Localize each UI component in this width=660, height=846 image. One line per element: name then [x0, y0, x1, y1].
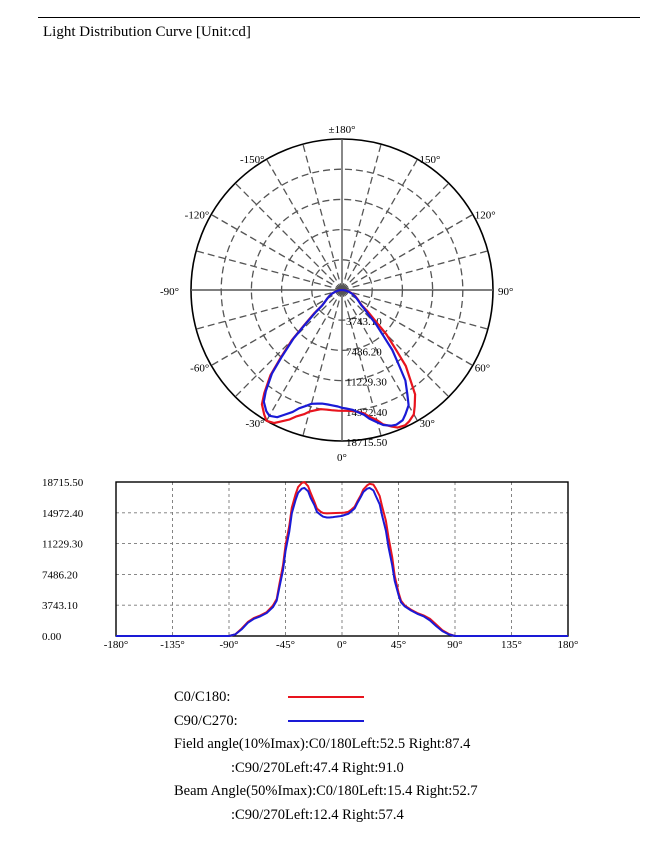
polar-angle-label: ±180°	[329, 124, 356, 136]
polar-spoke	[195, 289, 343, 330]
y-tick-label: 14972.40	[42, 508, 84, 520]
polar-spoke	[341, 213, 474, 291]
polar-spoke	[302, 143, 343, 291]
polar-radial-tick-label: 7486.20	[346, 346, 382, 358]
polar-spoke	[265, 289, 343, 422]
y-tick-label: 11229.30	[42, 539, 83, 551]
polar-spoke	[341, 289, 419, 422]
polar-angle-label: 60°	[475, 363, 490, 375]
line-series-c90	[116, 486, 568, 637]
polar-spoke	[234, 289, 343, 398]
x-tick-label: -180°	[104, 639, 129, 651]
beam-angle-c0: Beam Angle(50%Imax):C0/180Left:15.4 Righ…	[174, 783, 478, 799]
x-tick-label: -45°	[276, 639, 295, 651]
y-tick-label: 3743.10	[42, 600, 78, 612]
legend-entry-c0: C0/C180:	[174, 686, 478, 710]
beam-angle-c90: :C90/270Left:12.4 Right:57.4	[231, 806, 404, 823]
polar-radial-tick-label: 11229.30	[346, 377, 387, 389]
polar-angle-label: 120°	[475, 210, 496, 222]
polar-spoke	[341, 289, 489, 330]
x-tick-label: 180°	[558, 639, 579, 651]
polar-angle-label: -90°	[160, 286, 179, 298]
x-tick-label: 0°	[337, 639, 347, 651]
polar-spoke	[234, 182, 343, 291]
polar-angle-label: 90°	[498, 286, 513, 298]
polar-spoke	[341, 250, 489, 291]
legend-label-c0: C0/C180:	[174, 689, 231, 705]
line-series-c0	[116, 481, 568, 637]
legend-swatch-c0	[288, 696, 364, 698]
polar-spoke	[210, 213, 343, 291]
x-tick-label: 135°	[501, 639, 522, 651]
y-tick-label: 0.00	[42, 631, 62, 643]
polar-spoke	[341, 289, 382, 437]
y-tick-label: 7486.20	[42, 569, 78, 581]
polar-angle-label: -120°	[185, 210, 210, 222]
x-tick-label: -90°	[219, 639, 238, 651]
polar-angle-label: 30°	[420, 418, 435, 430]
legend-swatch-c90	[288, 719, 364, 722]
polar-angle-label: -30°	[245, 418, 264, 430]
legend-entry-c90: C90/C270:	[174, 710, 478, 734]
polar-angle-label: -60°	[190, 363, 209, 375]
polar-series-c90	[262, 288, 410, 427]
polar-spoke	[195, 250, 343, 291]
plot-frame	[115, 481, 569, 637]
polar-spoke	[341, 289, 474, 367]
x-tick-label: 45°	[391, 639, 406, 651]
polar-chart: ±180° 150° -150° 120° -120° 90° -90° 60° -60° 30°…	[160, 124, 513, 464]
page-title: Light Distribution Curve [Unit:cd]	[43, 24, 251, 40]
field-angle-c90: :C90/270Left:47.4 Right:91.0	[231, 759, 404, 776]
polar-angle-label: 0°	[337, 452, 347, 464]
polar-spoke	[341, 143, 382, 291]
field-angle-c0: Field angle(10%Imax):C0/180Left:52.5 Rig…	[174, 736, 471, 752]
polar-spoke	[341, 158, 419, 291]
legend-label-c90: C90/C270:	[174, 712, 238, 729]
polar-spoke	[341, 182, 450, 291]
polar-spoke	[265, 158, 343, 291]
polar-radial-tick-label: 14972.40	[346, 407, 388, 419]
polar-spoke	[210, 289, 343, 367]
polar-angle-label: 150°	[420, 154, 441, 166]
header-rule	[38, 17, 640, 18]
x-tick-label: -135°	[160, 639, 185, 651]
polar-radial-tick-label: 18715.50	[346, 437, 388, 449]
x-tick-label: 90°	[447, 639, 462, 651]
polar-angle-label: -150°	[240, 154, 265, 166]
polar-spoke	[341, 289, 450, 398]
y-tick-label: 18715.50	[42, 477, 84, 489]
legend: C0/C180: C90/C270: Field angle(10%Imax):…	[174, 686, 478, 827]
